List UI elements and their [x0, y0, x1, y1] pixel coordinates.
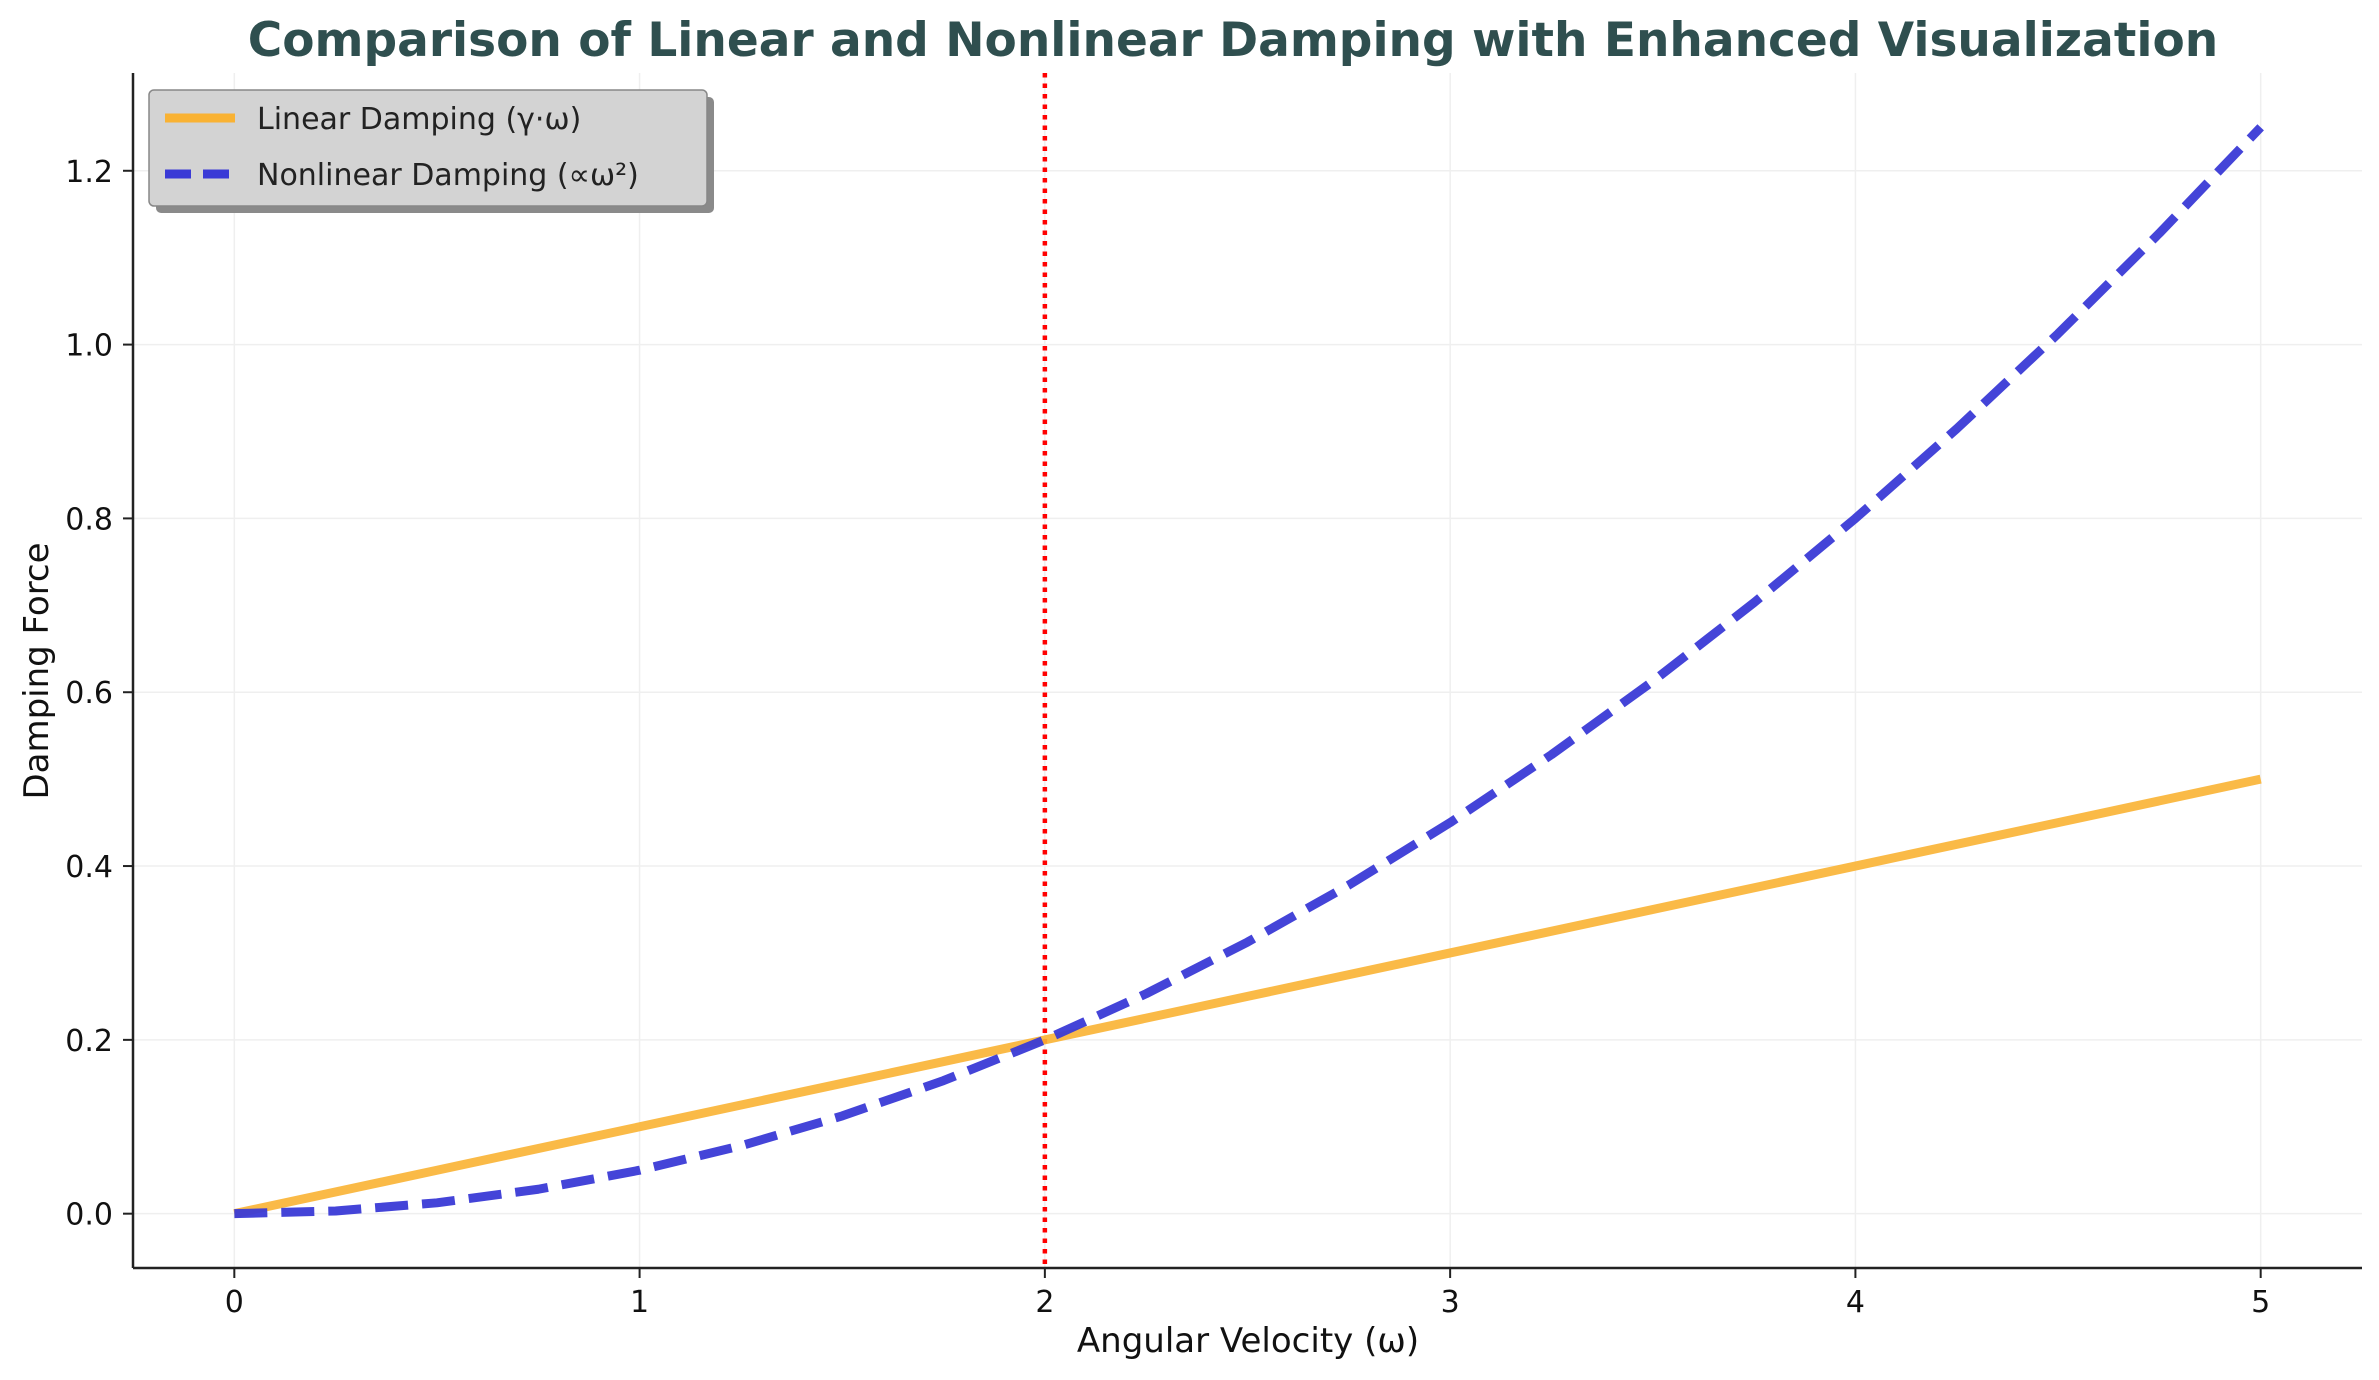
data-point-nonlinear-15	[1753, 602, 1755, 604]
data-point-nonlinear-19	[2158, 232, 2160, 234]
data-point-nonlinear-14	[1652, 680, 1654, 682]
data-point-nonlinear-4	[639, 1169, 641, 1171]
x-tick-label-2: 2	[1035, 1285, 1054, 1320]
data-point-nonlinear-16	[1854, 517, 1856, 519]
y-tick-label-5: 1.0	[65, 329, 113, 364]
series-line-nonlinear	[234, 124, 2264, 1219]
legend-label-nonlinear: Nonlinear Damping (∝ω²)	[257, 158, 639, 193]
data-point-linear-7	[1652, 909, 1654, 911]
y-tick-label-4: 0.8	[65, 502, 113, 537]
data-point-linear-10	[2260, 778, 2262, 780]
data-point-nonlinear-6	[841, 1115, 843, 1117]
data-point-linear-9	[2057, 822, 2059, 824]
y-axis-label: Damping Force	[17, 542, 57, 799]
axes	[131, 73, 2362, 1270]
data-point-nonlinear-18	[2057, 333, 2059, 335]
legend: Linear Damping (γ·ω) Nonlinear Damping (…	[148, 89, 714, 213]
x-tick-label-4: 4	[1846, 1285, 1865, 1320]
y-tick-label-3: 0.6	[65, 676, 113, 711]
data-point-nonlinear-1	[335, 1210, 337, 1212]
y-tick-label-0: 0.0	[65, 1198, 113, 1233]
chart-title: Comparison of Linear and Nonlinear Dampi…	[248, 13, 2218, 68]
legend-label-linear: Linear Damping (γ·ω)	[257, 102, 581, 137]
data-point-nonlinear-20	[2260, 126, 2262, 128]
data-point-nonlinear-12	[1449, 822, 1451, 824]
data-point-nonlinear-0	[233, 1213, 235, 1215]
series-lines	[233, 73, 2264, 1268]
data-point-linear-8	[1854, 865, 1856, 867]
data-point-nonlinear-10	[1247, 941, 1249, 943]
data-point-nonlinear-11	[1348, 884, 1350, 886]
y-tick-label-2: 0.4	[65, 850, 113, 885]
data-point-linear-3	[841, 1082, 843, 1084]
data-point-nonlinear-7	[943, 1080, 945, 1082]
data-point-linear-2	[639, 1126, 641, 1128]
x-tick-label-1: 1	[630, 1285, 649, 1320]
tick-marks: 0 1 2 3 4 5 0.0 0.2 0.4 0.6 0.8 1.0 1.2	[65, 155, 2270, 1320]
x-axis-label: Angular Velocity (ω)	[1077, 1321, 1419, 1361]
data-point-nonlinear-3	[537, 1188, 539, 1190]
data-point-nonlinear-2	[436, 1202, 438, 1204]
data-point-nonlinear-13	[1550, 754, 1552, 756]
data-point-linear-5	[1247, 995, 1249, 997]
data-point-nonlinear-17	[1956, 428, 1958, 430]
data-point-nonlinear-5	[740, 1145, 742, 1147]
data-point-linear-6	[1449, 952, 1451, 954]
y-tick-label-6: 1.2	[65, 155, 113, 190]
grid-lines	[133, 73, 2362, 1268]
data-point-nonlinear-9	[1145, 993, 1147, 995]
legend-box	[148, 89, 708, 207]
series-line-linear	[233, 774, 2262, 1219]
y-tick-label-1: 0.2	[65, 1024, 113, 1059]
data-point-nonlinear-8	[1044, 1039, 1046, 1041]
data-point-linear-1	[436, 1169, 438, 1171]
x-tick-label-0: 0	[225, 1285, 244, 1320]
x-tick-label-3: 3	[1441, 1285, 1460, 1320]
x-tick-label-5: 5	[2251, 1285, 2270, 1320]
